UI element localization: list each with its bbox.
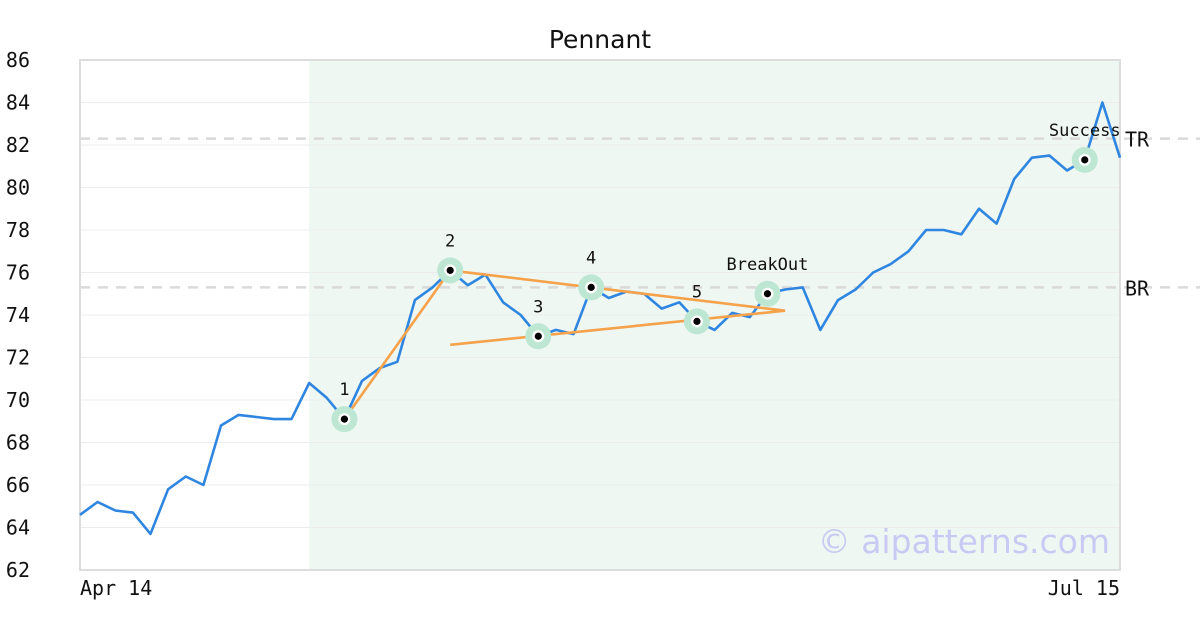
- watermark: © aipatterns.com: [818, 522, 1110, 561]
- pattern-trendline: [343, 269, 452, 420]
- plot-frame: [79, 59, 1121, 571]
- y-tick-label: 76: [6, 261, 30, 285]
- reference-label-tr: TR: [1125, 128, 1150, 152]
- y-tick-label: 82: [6, 133, 30, 157]
- y-tick-label: 74: [6, 303, 30, 327]
- y-tick-label: 68: [6, 431, 30, 455]
- y-tick-label: 86: [6, 48, 30, 72]
- marker-dot: [587, 283, 595, 291]
- y-tick-label: 84: [6, 91, 30, 115]
- point-label: 5: [692, 282, 702, 302]
- point-label: 3: [533, 297, 543, 317]
- marker-dot: [763, 290, 772, 298]
- x-tick-label: Jul 15: [1048, 576, 1120, 600]
- y-tick-label: 80: [6, 176, 30, 200]
- y-tick-label: 72: [6, 346, 30, 370]
- y-tick-label: 62: [6, 558, 30, 582]
- point-label: 4: [586, 248, 596, 268]
- marker-dot: [340, 415, 349, 423]
- x-tick-label: Apr 14: [80, 576, 152, 600]
- point-label: Success: [1049, 121, 1121, 141]
- marker-dot: [446, 266, 454, 274]
- y-tick-label: 66: [6, 473, 30, 497]
- y-tick-label: 64: [6, 516, 30, 540]
- pattern-trendline: [450, 309, 786, 347]
- marker-dot: [1081, 156, 1089, 164]
- pattern-trendline: [450, 269, 786, 312]
- marker-dot: [693, 317, 701, 325]
- marker-dot: [534, 332, 542, 340]
- chart-title: Pennant: [549, 25, 651, 54]
- y-tick-label: 70: [6, 388, 30, 412]
- point-label: 2: [445, 231, 455, 251]
- point-label: BreakOut: [727, 255, 809, 275]
- reference-label-br: BR: [1125, 276, 1150, 300]
- point-label: 1: [339, 380, 349, 400]
- y-tick-label: 78: [6, 218, 30, 242]
